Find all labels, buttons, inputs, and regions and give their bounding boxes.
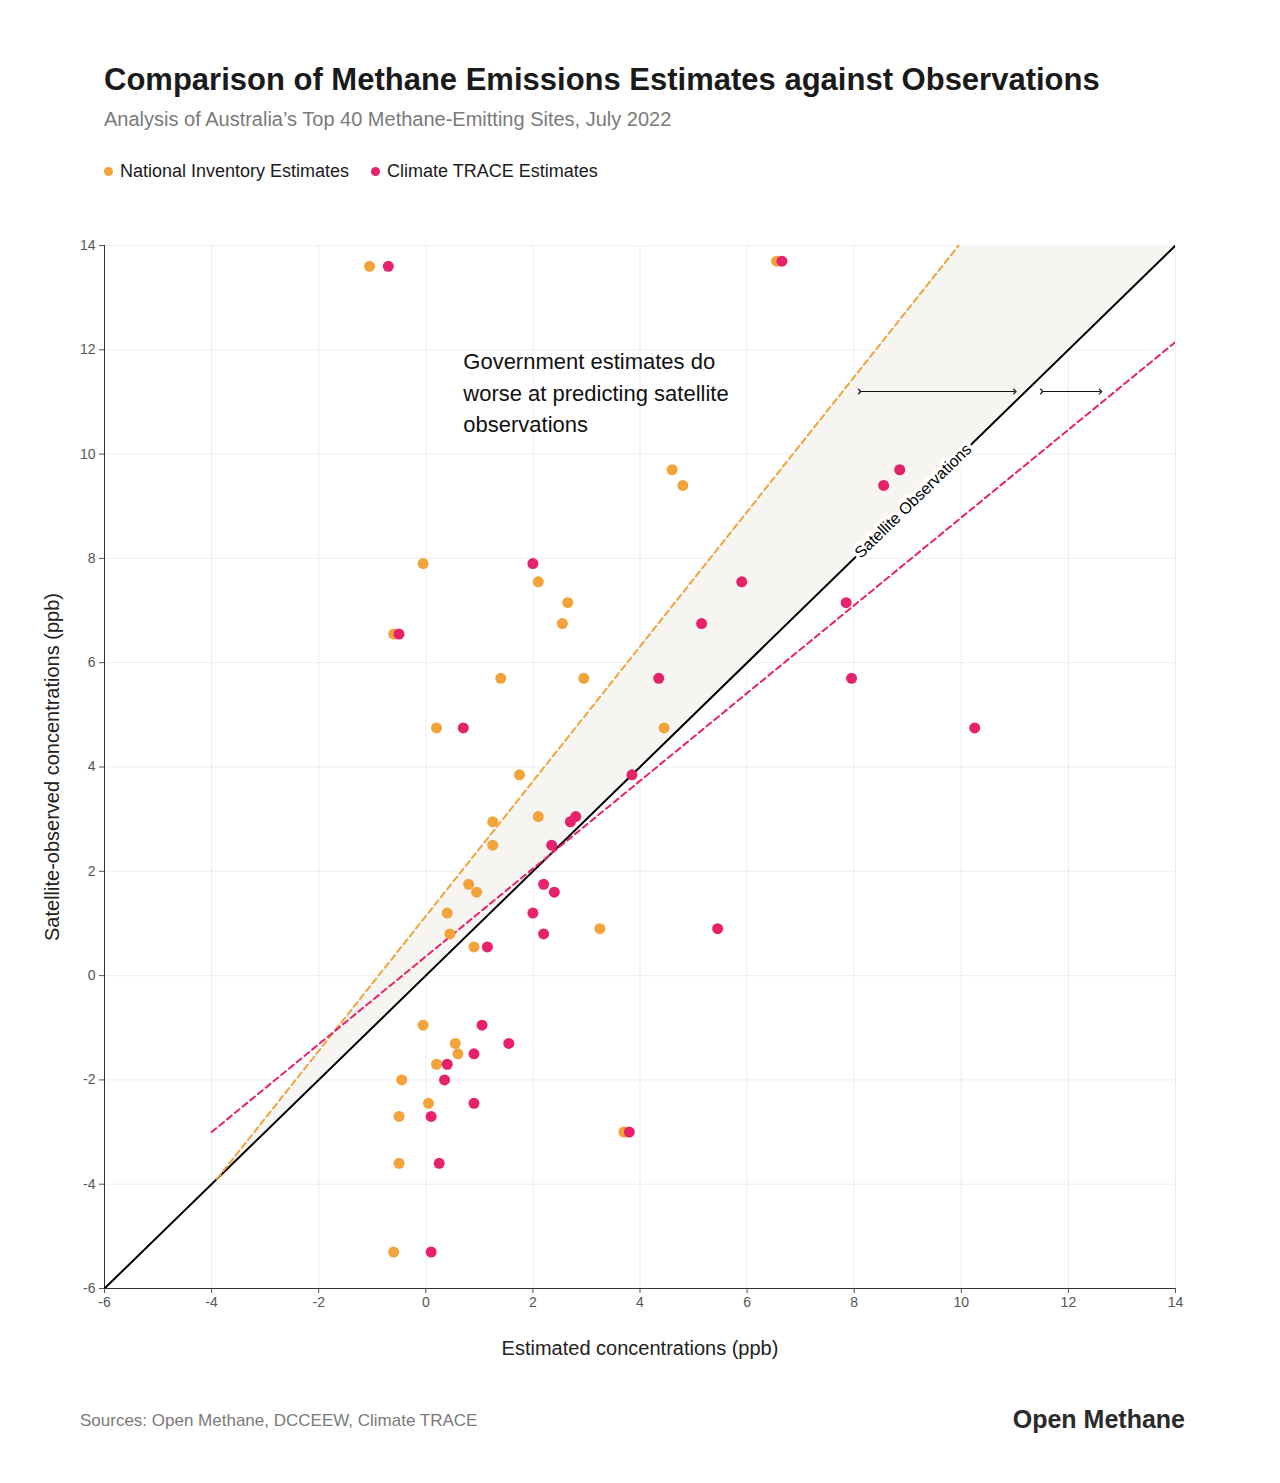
svg-text:2: 2 [88,863,96,879]
html-text:Analysis of Australia’s Top 40: Analysis of Australia’s Top 40 Methane-E… [104,108,672,130]
svg-text:14: 14 [1168,1294,1184,1310]
svg-text:10: 10 [80,446,96,462]
svg-text:-4: -4 [205,1294,218,1310]
html-text:Comparison of Methane Emission: Comparison of Methane Emissions Estimate… [104,62,1100,97]
svg-text:14: 14 [80,237,96,253]
html-text:Open Methane: Open Methane [1012,1405,1185,1433]
svg-text:Estimated concentrations (ppb): Estimated concentrations (ppb) [502,1337,779,1359]
svg-text:-2: -2 [312,1294,325,1310]
svg-text:6: 6 [88,654,96,670]
svg-text:8: 8 [850,1294,858,1310]
svg-text:0: 0 [88,967,96,983]
svg-text:Satellite-observed concentrati: Satellite-observed concentrations (ppb) [41,593,63,941]
html-text:Sources: Open Methane, DCCEEW,: Sources: Open Methane, DCCEEW, Climate T… [80,1411,478,1430]
svg-text:4: 4 [88,758,96,774]
svg-text:-6: -6 [83,1280,96,1296]
svg-text:2: 2 [529,1294,537,1310]
svg-text:-2: -2 [83,1071,96,1087]
svg-text:Government estimates doworse a: Government estimates doworse at predicti… [462,349,728,436]
svg-text:-4: -4 [83,1176,96,1192]
svg-text:4: 4 [636,1294,644,1310]
svg-text:0: 0 [422,1294,430,1310]
svg-text:12: 12 [1061,1294,1077,1310]
svg-text:-6: -6 [98,1294,111,1310]
svg-text:Satellite Observations: Satellite Observations [851,440,974,561]
svg-text:10: 10 [954,1294,970,1310]
svg-text:6: 6 [743,1294,751,1310]
svg-text:12: 12 [80,341,96,357]
svg-text:8: 8 [88,550,96,566]
html-text:Climate TRACE Estimates: Climate TRACE Estimates [387,161,598,181]
html-text:National Inventory Estimates: National Inventory Estimates [120,161,350,181]
